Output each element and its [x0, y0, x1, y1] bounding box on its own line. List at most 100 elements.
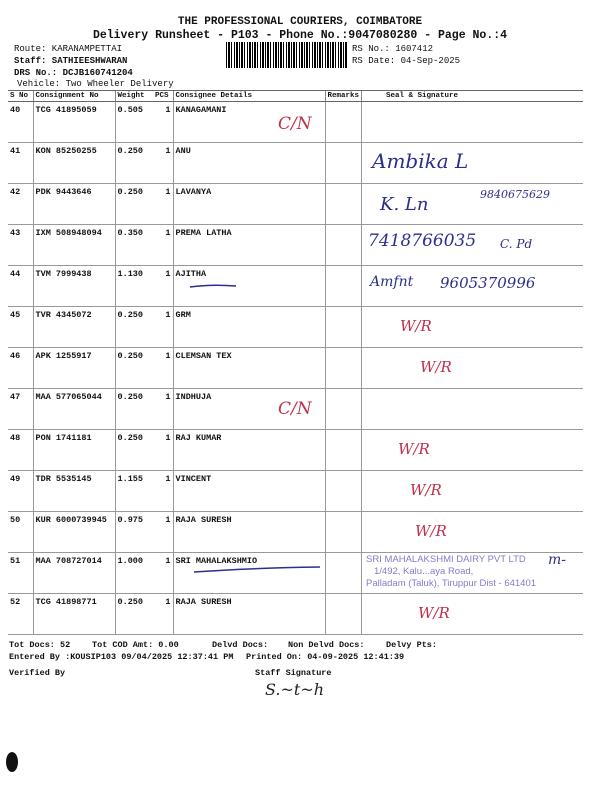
- weight-cell: 0.250: [114, 142, 153, 184]
- consignee-cell: PREMA LATHA: [172, 224, 325, 266]
- table-row: 47 MAA 577065044 0.250 1 INDHUJA: [8, 388, 583, 430]
- s-no-cell: 40: [8, 101, 33, 143]
- s-no-cell: 52: [8, 593, 33, 635]
- table-row: 43 IXM 508948094 0.350 1 PREMA LATHA: [8, 224, 583, 266]
- handwritten-cn: C/N: [278, 399, 312, 419]
- pcs-cell: 1: [153, 593, 173, 635]
- company-name: THE PROFESSIONAL COURIERS, COIMBATORE: [177, 16, 423, 28]
- col-consignee: Consignee Details: [172, 90, 325, 102]
- seal-signature-cell: [361, 511, 583, 553]
- tot-cod-amt: Tot COD Amt: 0.00: [92, 640, 179, 650]
- consignee-cell: ANU: [172, 142, 325, 184]
- staff: Staff: SATHIEESHWARAN: [14, 56, 128, 66]
- pcs-cell: 1: [153, 183, 173, 225]
- delvd-docs: Delvd Docs:: [212, 640, 269, 650]
- consignment-no-cell: TVR 4345072: [32, 306, 115, 348]
- s-no-cell: 47: [8, 388, 33, 430]
- seal-signature-cell: [361, 388, 583, 430]
- pcs-cell: 1: [153, 142, 173, 184]
- weight-cell: 1.155: [114, 470, 153, 512]
- consignee-cell: GRM: [172, 306, 325, 348]
- handwritten-signature: K. Ln: [380, 194, 429, 215]
- handwritten-wr: W/R: [400, 317, 432, 335]
- consignee-cell: LAVANYA: [172, 183, 325, 225]
- staff-signature-label: Staff Signature: [255, 668, 332, 678]
- handwritten-wr: W/R: [420, 358, 452, 376]
- pen-underline: [193, 566, 321, 573]
- handwritten-wr: W/R: [418, 604, 450, 622]
- consignment-no-cell: MAA 577065044: [32, 388, 115, 430]
- consignment-no-cell: TCG 41898771: [32, 593, 115, 635]
- col-consignment: Consignment No: [32, 90, 115, 102]
- handwritten-wr: W/R: [398, 440, 430, 458]
- remarks-cell: [324, 101, 362, 143]
- s-no-cell: 49: [8, 470, 33, 512]
- table-row: 49 TDR 5535145 1.155 1 VINCENT: [8, 470, 583, 512]
- table-row: 42 PDK 9443646 0.250 1 LAVANYA: [8, 183, 583, 225]
- table-row: 52 TCG 41898771 0.250 1 RAJA SURESH: [8, 593, 583, 635]
- weight-cell: 0.505: [114, 101, 153, 143]
- seal-signature-cell: [361, 183, 583, 225]
- consignee-cell: RAJA SURESH: [172, 511, 325, 553]
- remarks-cell: [324, 183, 362, 225]
- col-sno: S No: [8, 90, 33, 102]
- pen-stroke: [189, 284, 237, 288]
- remarks-cell: [324, 429, 362, 471]
- pcs-cell: 1: [153, 265, 173, 307]
- seal-signature-cell: [361, 142, 583, 184]
- remarks-cell: [324, 306, 362, 348]
- consignee-cell: KANAGAMANI: [172, 101, 325, 143]
- consignee-cell: RAJA SURESH: [172, 593, 325, 635]
- weight-cell: 0.250: [114, 593, 153, 635]
- weight-cell: 1.000: [114, 552, 153, 594]
- consignment-no-cell: KUR 6000739945: [32, 511, 115, 553]
- pcs-cell: 1: [153, 470, 173, 512]
- s-no-cell: 42: [8, 183, 33, 225]
- consignment-no-cell: APK 1255917: [32, 347, 115, 389]
- company-stamp: SRI MAHALAKSHMI DAIRY PVT LTD 1/492, Kal…: [366, 554, 536, 590]
- consignment-no-cell: TDR 5535145: [32, 470, 115, 512]
- consignment-no-cell: KON 85250255: [32, 142, 115, 184]
- pcs-cell: 1: [153, 388, 173, 430]
- remarks-cell: [324, 142, 362, 184]
- barcode: [226, 42, 348, 68]
- seal-signature-cell: [361, 265, 583, 307]
- table-row: 50 KUR 6000739945 0.975 1 RAJA SURESH: [8, 511, 583, 553]
- weight-cell: 0.250: [114, 347, 153, 389]
- s-no-cell: 51: [8, 552, 33, 594]
- consignee-cell: SRI MAHALAKSHMIO: [172, 552, 325, 594]
- table-row: 40 TCG 41895059 0.505 1 KANAGAMANI: [8, 101, 583, 143]
- s-no-cell: 43: [8, 224, 33, 266]
- consignment-no-cell: PON 1741181: [32, 429, 115, 471]
- weight-cell: 0.350: [114, 224, 153, 266]
- consignee-cell: VINCENT: [172, 470, 325, 512]
- seal-signature-cell: [361, 429, 583, 471]
- seal-signature-cell: [361, 224, 583, 266]
- runsheet-title: Delivery Runsheet - P103 - Phone No.:904…: [92, 29, 508, 42]
- vehicle: Vehicle: Two Wheeler Delivery: [17, 79, 174, 89]
- weight-cell: 1.130: [114, 265, 153, 307]
- consignee-cell: RAJ KUMAR: [172, 429, 325, 471]
- col-weight: Weight: [114, 90, 153, 102]
- consignee-cell: CLEMSAN TEX: [172, 347, 325, 389]
- runsheet-table: S No Consignment No Weight PCS Consignee…: [8, 90, 583, 635]
- delvy-pts: Delvy Pts:: [386, 640, 438, 650]
- table-row: 48 PON 1741181 0.250 1 RAJ KUMAR: [8, 429, 583, 471]
- col-remarks: Remarks: [324, 90, 362, 102]
- table-row: 41 KON 85250255 0.250 1 ANU: [8, 142, 583, 184]
- remarks-cell: [324, 265, 362, 307]
- pcs-cell: 1: [153, 101, 173, 143]
- handwritten-wr: W/R: [410, 481, 442, 499]
- seal-signature-cell: [361, 470, 583, 512]
- pcs-cell: 1: [153, 347, 173, 389]
- weight-cell: 0.250: [114, 388, 153, 430]
- handwritten-phone: 7418766035: [368, 231, 477, 251]
- remarks-cell: [324, 347, 362, 389]
- table-row: 45 TVR 4345072 0.250 1 GRM: [8, 306, 583, 348]
- s-no-cell: 50: [8, 511, 33, 553]
- rs-no: RS No.: 1607412: [352, 44, 434, 54]
- s-no-cell: 48: [8, 429, 33, 471]
- handwritten-wr: W/R: [415, 522, 447, 540]
- remarks-cell: [324, 388, 362, 430]
- stamp-line: SRI MAHALAKSHMI DAIRY PVT LTD: [366, 554, 526, 565]
